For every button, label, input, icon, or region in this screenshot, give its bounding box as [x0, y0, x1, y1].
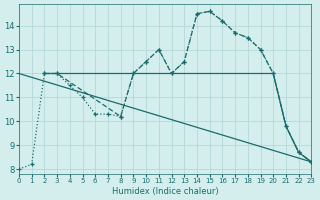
X-axis label: Humidex (Indice chaleur): Humidex (Indice chaleur) [112, 187, 219, 196]
